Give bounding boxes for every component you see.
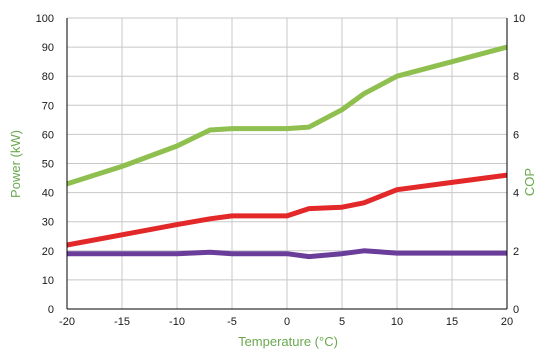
- x-tick-label: 5: [339, 316, 345, 328]
- y2-tick-label: 2: [513, 246, 519, 258]
- x-axis-title: Temperature (°C): [238, 334, 338, 349]
- y2-axis-title: COP: [522, 168, 537, 196]
- series-line: [67, 248, 507, 260]
- series-line: [66, 44, 508, 187]
- x-tick-label: 15: [446, 316, 458, 328]
- y-tick-label: 50: [42, 159, 54, 171]
- y-tick-label: 10: [42, 275, 54, 287]
- y-tick-label: 100: [36, 13, 54, 25]
- y-tick-labels: 0 10 20 30 40 50 60 70 80 90 100: [36, 13, 54, 316]
- y-axis-title: Power (kW): [8, 130, 23, 198]
- grid-lines: [66, 17, 508, 310]
- y2-tick-label: 10: [513, 13, 525, 25]
- y-tick-label: 70: [42, 100, 54, 112]
- x-tick-label: -15: [114, 316, 130, 328]
- y2-tick-labels: 0 2 4 6 8 10: [513, 13, 525, 316]
- y2-tick-label: 8: [513, 71, 519, 83]
- y-tick-label: 40: [42, 188, 54, 200]
- y-tick-label: 30: [42, 217, 54, 229]
- x-tick-label: 0: [284, 316, 290, 328]
- y2-tick-label: 0: [513, 304, 519, 316]
- y2-tick-label: 4: [513, 188, 519, 200]
- series-line: [66, 172, 508, 248]
- y2-tick-label: 6: [513, 129, 519, 141]
- x-tick-label: -10: [169, 316, 185, 328]
- x-tick-labels: -20 -15 -10 -5 0 5 10 15 20: [59, 316, 513, 328]
- x-tick-label: 10: [391, 316, 403, 328]
- y-tick-label: 60: [42, 129, 54, 141]
- y-tick-label: 80: [42, 71, 54, 83]
- y-tick-label: 20: [42, 246, 54, 258]
- x-tick-label: 20: [501, 316, 513, 328]
- y-tick-label: 0: [48, 304, 54, 316]
- axes: [66, 18, 508, 310]
- x-tick-label: -20: [59, 316, 75, 328]
- x-tick-label: -5: [227, 316, 237, 328]
- series-lines: [66, 44, 508, 260]
- y-tick-label: 90: [42, 42, 54, 54]
